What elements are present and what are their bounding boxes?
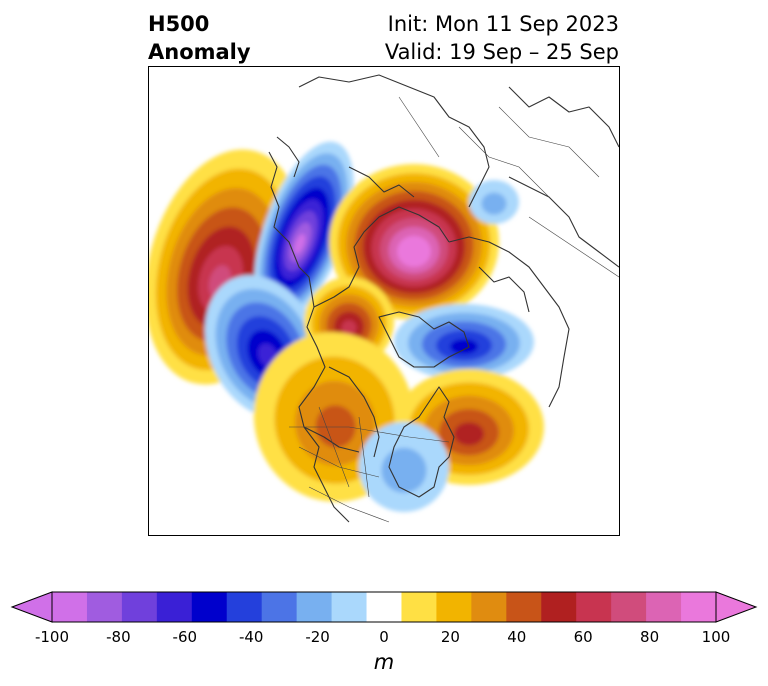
anomaly-contour [450,338,478,355]
colorbar-tick-label: -20 [305,628,330,646]
colorbar-tick-label: -40 [238,628,264,646]
chart-title-left: H500 Anomaly [148,10,251,66]
coastlines [268,74,619,523]
colorbar-swatch [646,592,682,622]
colorbar-swatch [401,592,437,622]
init-date: Init: Mon 11 Sep 2023 [387,12,619,36]
country-borders [289,96,619,523]
anomaly-center [254,141,354,323]
anomaly-contour [405,244,423,261]
colorbar-swatch [366,592,402,622]
anomaly-contour [341,320,357,336]
colorbar-tick-label: -80 [106,628,131,646]
colorbar-tick-label: -60 [172,628,198,646]
colorbar-extend-high [715,591,758,623]
valid-range: Valid: 19 Sep – 25 Sep [384,40,619,64]
anomaly-contour [315,405,356,448]
colorbar-swatch [261,592,298,622]
anomaly-contour [481,192,507,215]
colorbar-tick-label: 100 [701,628,731,646]
colorbar-tick-label: 0 [379,628,389,646]
colorbar-extend-low [10,591,53,623]
map-panel [148,66,620,536]
colorbar-swatch [331,592,368,622]
colorbar-swatch [611,592,647,622]
colorbar-unit: m [373,650,395,674]
anomaly-center [329,164,499,320]
anomaly-center [359,422,449,512]
anomaly-contour [381,447,427,493]
colorbar-swatch [296,592,333,622]
colorbar-tick-label: 20 [440,628,460,646]
anomaly-contour [294,233,306,254]
colorbar-tick-label: -100 [34,628,70,646]
colorbar-swatch [436,592,472,622]
anomaly-center [394,304,534,380]
colorbar-swatch [121,592,158,622]
colorbar-swatch [226,592,263,622]
title-variable: H500 [148,12,210,36]
colorbar-tick-label: 40 [507,628,527,646]
chart-title-right: Init: Mon 11 Sep 2023 Valid: 19 Sep – 25… [385,10,619,66]
colorbar-swatch [471,592,507,622]
colorbar [10,591,758,623]
colorbar-tick-label: 60 [573,628,593,646]
anomaly-center [469,180,519,224]
colorbar-swatch [506,592,542,622]
title-field: Anomaly [148,40,251,64]
anomaly-contour [454,422,484,446]
colorbar-swatch [576,592,612,622]
anomaly-map [149,74,619,523]
colorbar-swatch [541,592,577,622]
colorbar-tick-label: 80 [640,628,660,646]
colorbar-swatch [681,592,717,622]
colorbar-outline [51,591,717,623]
colorbar-swatch [52,592,88,622]
colorbar-swatch [86,592,123,622]
colorbar-swatch [191,592,228,622]
colorbar-swatch [156,592,193,622]
